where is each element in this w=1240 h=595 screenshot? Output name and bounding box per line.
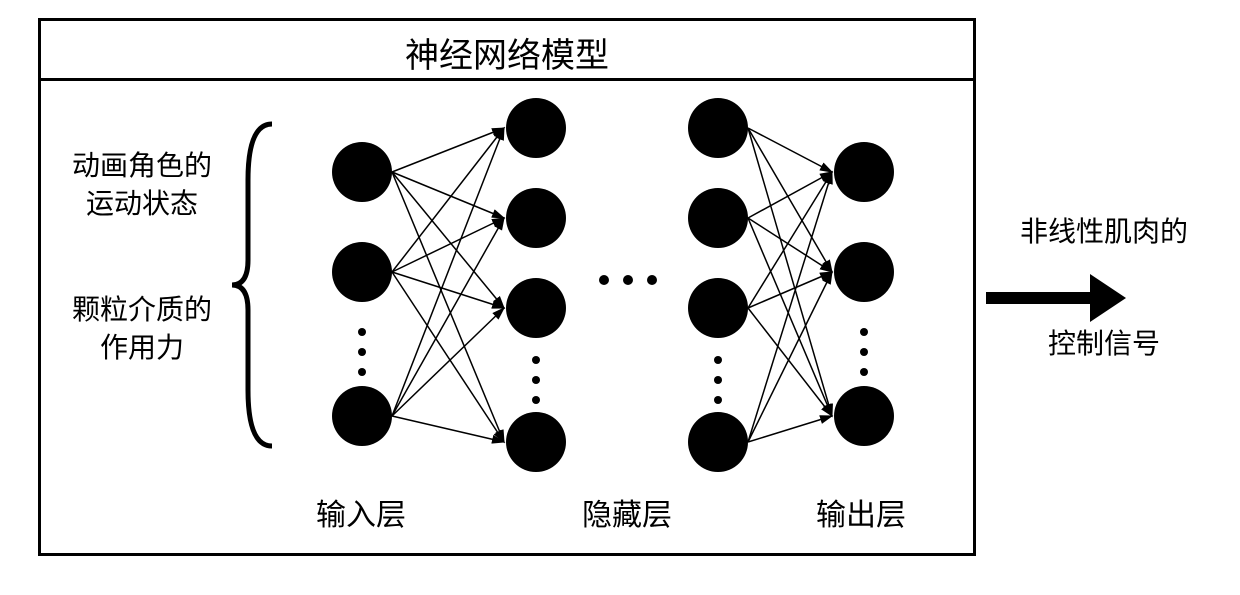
output-node — [834, 242, 894, 302]
vdots — [532, 356, 540, 364]
vdots — [860, 348, 868, 356]
input-node — [332, 142, 392, 202]
hidden-node — [506, 278, 566, 338]
hdots — [623, 275, 633, 285]
input-node — [332, 242, 392, 302]
input-label-2-line1: 颗粒介质的 — [72, 288, 212, 328]
vdots — [358, 368, 366, 376]
hidden-node — [506, 98, 566, 158]
vdots — [714, 376, 722, 384]
hdots — [647, 275, 657, 285]
vdots — [358, 348, 366, 356]
vdots — [860, 368, 868, 376]
vdots — [358, 328, 366, 336]
title: 神经网络模型 — [38, 28, 976, 77]
vdots — [714, 356, 722, 364]
outer-box — [38, 18, 976, 556]
layer-label-output: 输出层 — [816, 490, 906, 534]
input-label-1-line2: 运动状态 — [86, 182, 198, 222]
hdots — [599, 275, 609, 285]
vdots — [532, 396, 540, 404]
hidden-node — [688, 412, 748, 472]
layer-label-input: 输入层 — [316, 490, 406, 534]
input-node — [332, 386, 392, 446]
vdots — [532, 376, 540, 384]
output-label-line2: 控制信号 — [1048, 322, 1160, 362]
hidden-node — [688, 98, 748, 158]
output-node — [834, 142, 894, 202]
vdots — [714, 396, 722, 404]
hidden-node — [688, 278, 748, 338]
input-label-2-line2: 作用力 — [100, 326, 184, 366]
output-node — [834, 386, 894, 446]
input-label-1-line1: 动画角色的 — [72, 144, 212, 184]
hidden-node — [688, 188, 748, 248]
output-label-line1: 非线性肌肉的 — [1020, 210, 1188, 250]
layer-label-hidden: 隐藏层 — [582, 490, 672, 534]
title-divider — [38, 78, 976, 81]
hidden-node — [506, 188, 566, 248]
vdots — [860, 328, 868, 336]
hidden-node — [506, 412, 566, 472]
diagram-canvas: 神经网络模型 动画角色的 运动状态 颗粒介质的 作用力 — [0, 0, 1240, 595]
curly-brace — [228, 120, 288, 450]
